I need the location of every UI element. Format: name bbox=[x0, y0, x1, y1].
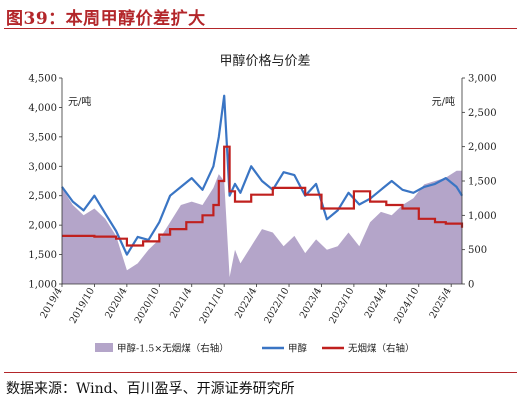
x-tick-label: 2019/4 bbox=[38, 286, 64, 320]
left-tick-label: 1,500 bbox=[28, 250, 57, 261]
left-tick-label: 2,500 bbox=[28, 191, 57, 202]
left-tick-label: 1,000 bbox=[28, 280, 57, 291]
legend-item-methanol-label: 甲醇 bbox=[288, 343, 308, 355]
right-tick-label: 3,000 bbox=[468, 74, 497, 85]
right-tick-label: 1,000 bbox=[468, 211, 497, 222]
left-tick-label: 2,000 bbox=[28, 221, 57, 232]
x-tick-label: 2024/4 bbox=[363, 286, 389, 320]
x-tick-label: 2021/10 bbox=[198, 286, 227, 326]
left-tick-label: 4,500 bbox=[28, 74, 57, 85]
legend-item-coal-label: 无烟煤（右轴） bbox=[348, 343, 415, 355]
x-tick-label: 2021/4 bbox=[168, 286, 194, 320]
series-methanol-line bbox=[61, 94, 463, 256]
right-tick-label: 2,500 bbox=[468, 108, 497, 119]
right-tick-label: 0 bbox=[468, 280, 474, 291]
x-tick-label: 2020/4 bbox=[103, 286, 129, 320]
x-tick-label: 2023/4 bbox=[298, 286, 324, 320]
x-tick-label: 2022/10 bbox=[262, 286, 291, 326]
right-tick-label: 2,000 bbox=[468, 142, 497, 153]
x-tick-label: 2023/10 bbox=[327, 286, 356, 326]
left-tick-label: 3,500 bbox=[28, 132, 57, 143]
right-tick-label: 1,500 bbox=[468, 177, 497, 188]
right-axis-unit: 元/吨 bbox=[432, 95, 455, 108]
left-axis-unit: 元/吨 bbox=[68, 95, 91, 108]
legend: 甲醇-1.5×无烟煤（右轴） 甲醇 无烟煤（右轴） bbox=[95, 343, 415, 355]
source-note: 数据来源：Wind、百川盈孚、开源证券研究所 bbox=[6, 381, 295, 397]
plot-area bbox=[61, 94, 464, 284]
x-tick-label: 2022/4 bbox=[233, 286, 259, 320]
figure-title: 图39：本周甲醇价差扩大 bbox=[6, 9, 206, 29]
series-spread-area bbox=[62, 170, 462, 284]
right-tick-label: 500 bbox=[468, 245, 487, 256]
legend-item-spread-swatch bbox=[95, 343, 113, 352]
x-tick-label: 2020/10 bbox=[133, 286, 162, 326]
source-rule bbox=[4, 372, 517, 373]
chart-title: 甲醇价格与价差 bbox=[219, 53, 310, 69]
left-tick-label: 4,000 bbox=[28, 103, 57, 114]
x-tick-label: 2025/4 bbox=[428, 286, 454, 320]
x-tick-label: 2024/10 bbox=[392, 286, 421, 326]
title-rule bbox=[4, 28, 517, 29]
left-tick-label: 3,000 bbox=[28, 162, 57, 173]
series-coal-line bbox=[62, 145, 464, 247]
chart: 甲醇价格与价差 1,000 1,500 2,000 2,500 3,000 3,500 4,… bbox=[28, 53, 497, 355]
x-tick-label: 2019/10 bbox=[68, 286, 97, 326]
legend-item-spread-label: 甲醇-1.5×无烟煤（右轴） bbox=[117, 343, 229, 355]
